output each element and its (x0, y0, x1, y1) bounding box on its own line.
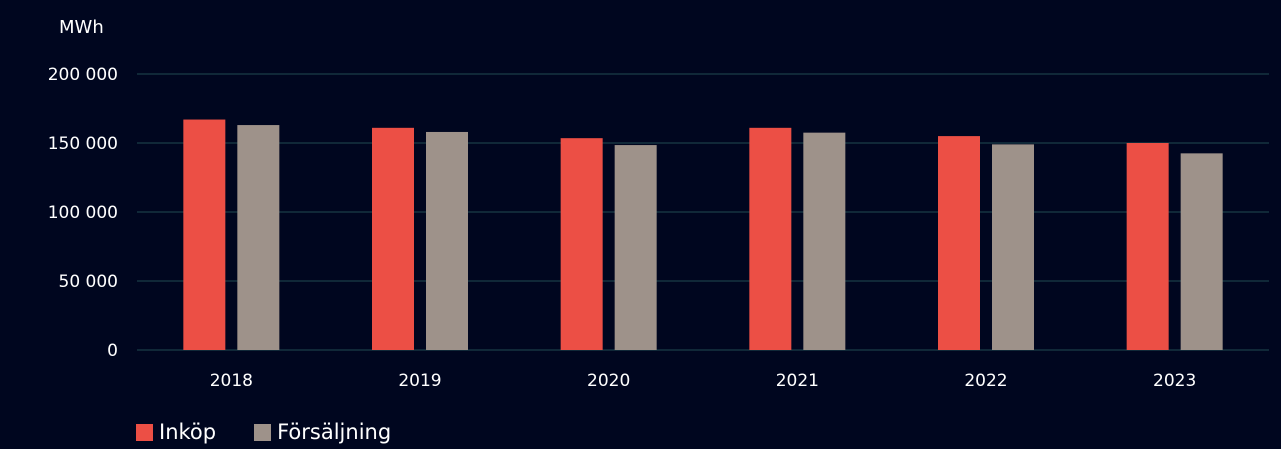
bars (183, 119, 1223, 350)
legend-item-inkop: Inköp (136, 418, 216, 446)
bar-inkop-2022 (938, 136, 980, 350)
bar-inkop-2021 (749, 127, 792, 350)
bar-inkop-2020 (560, 138, 603, 350)
y-tick-label: 200 000 (48, 65, 118, 85)
legend-swatch-inkop (136, 423, 153, 441)
bar-forsaljning-2023 (1180, 153, 1223, 350)
bar-forsaljning-2021 (803, 132, 846, 350)
y-axis-tick-labels: 0 50 000 100 000 150 000 200 000 (48, 65, 118, 361)
bar-forsaljning-2019 (426, 131, 468, 350)
x-tick-label: 2023 (1153, 371, 1196, 391)
bar-inkop-2019 (372, 127, 414, 350)
y-axis-unit-label: MWh (59, 17, 104, 38)
bar-forsaljning-2022 (992, 144, 1034, 350)
bar-forsaljning-2018 (237, 125, 280, 350)
x-tick-label: 2021 (776, 371, 819, 391)
y-tick-label: 100 000 (48, 203, 118, 223)
bar-inkop-2023 (1126, 143, 1169, 350)
bar-forsaljning-2020 (614, 145, 657, 350)
x-tick-label: 2018 (210, 371, 253, 391)
x-tick-label: 2019 (398, 371, 441, 391)
bar-inkop-2018 (183, 119, 226, 350)
y-tick-label: 0 (107, 341, 118, 361)
legend-swatch-forsaljning (254, 423, 272, 441)
x-axis-tick-labels: 2018 2019 2020 2021 2022 2023 (210, 371, 1197, 391)
x-tick-label: 2020 (587, 371, 630, 391)
x-tick-label: 2022 (964, 371, 1007, 391)
y-tick-label: 150 000 (48, 134, 118, 154)
y-tick-label: 50 000 (59, 272, 118, 292)
legend-label-forsaljning: Försäljning (277, 420, 392, 444)
legend-label-inkop: Inköp (159, 420, 217, 444)
legend-item-forsaljning: Försäljning (254, 418, 391, 446)
gridlines (137, 73, 1269, 351)
legend: Inköp Försäljning (136, 418, 429, 446)
